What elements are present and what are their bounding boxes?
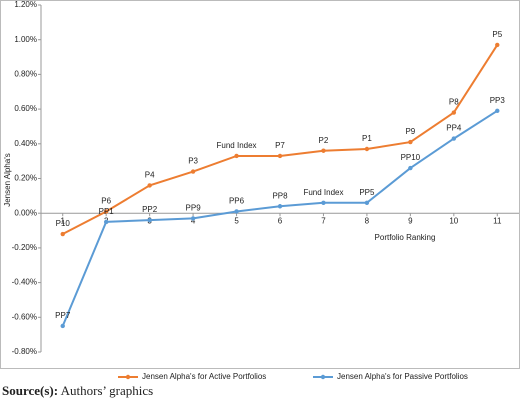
x-tick-label: 6 — [278, 216, 283, 225]
x-tick-label: 10 — [449, 216, 458, 225]
point-label: Fund Index — [303, 188, 343, 197]
point-label: P10 — [56, 219, 71, 228]
point-label: PP9 — [186, 204, 202, 213]
marker — [321, 200, 326, 205]
marker — [103, 219, 109, 225]
marker — [147, 183, 152, 188]
point-label: PP10 — [401, 153, 421, 162]
marker — [451, 110, 457, 115]
x-tick-label: 9 — [408, 216, 413, 225]
point-label: PP5 — [359, 188, 375, 197]
marker — [495, 42, 500, 48]
y-tick-label: 0.40% — [14, 139, 37, 148]
marker — [364, 200, 370, 205]
marker — [234, 153, 239, 159]
marker — [321, 148, 326, 153]
marker — [408, 165, 413, 171]
marker — [277, 204, 283, 209]
point-label: P5 — [492, 30, 502, 39]
marker — [408, 139, 413, 145]
x-axis-label: Portfolio Ranking — [375, 233, 436, 242]
point-label: P1 — [362, 134, 372, 143]
marker — [60, 323, 65, 329]
point-label: PP2 — [142, 205, 158, 214]
marker — [495, 108, 500, 114]
legend-label: Jensen Alpha's for Passive Portfolios — [337, 372, 468, 381]
y-tick-label: -0.20% — [12, 243, 37, 252]
marker — [364, 146, 370, 152]
marker — [60, 231, 65, 237]
legend-marker — [320, 374, 326, 380]
y-tick-label: 0.00% — [14, 208, 37, 217]
y-tick-label: 0.60% — [14, 104, 37, 113]
source-label: Source(s): — [2, 383, 58, 398]
point-label: PP4 — [446, 124, 462, 133]
point-label: P7 — [275, 141, 285, 150]
marker — [190, 169, 196, 174]
source-text: Authors’ graphics — [58, 383, 153, 398]
x-tick-label: 5 — [234, 216, 239, 225]
x-tick-label: 4 — [191, 216, 196, 225]
point-label: Fund Index — [217, 141, 257, 150]
y-tick-label: -0.80% — [12, 347, 37, 356]
marker — [234, 209, 239, 214]
x-tick-label: 1 — [61, 216, 66, 225]
y-tick-label: 0.80% — [14, 70, 37, 79]
point-label: P3 — [188, 157, 198, 166]
y-axis-label: Jensen Alpha's — [3, 153, 12, 207]
source: Source(s): Authors’ graphics — [2, 383, 153, 398]
point-label: PP6 — [229, 197, 245, 206]
legend-label: Jensen Alpha's for Active Portfolios — [142, 372, 266, 381]
y-tick-label: 1.00% — [14, 35, 37, 44]
point-label: PP7 — [55, 311, 71, 320]
point-label: P2 — [319, 136, 329, 145]
x-tick-label: 11 — [493, 216, 502, 225]
point-label: PP1 — [99, 207, 115, 216]
point-label: PP3 — [490, 96, 506, 105]
marker — [103, 209, 109, 214]
point-label: P9 — [405, 127, 415, 136]
marker — [451, 136, 457, 141]
chart-frame — [0, 0, 520, 369]
marker — [147, 217, 152, 223]
y-tick-label: 1.20% — [14, 0, 37, 9]
x-tick-label: 7 — [321, 216, 326, 225]
y-tick-label: -0.40% — [12, 278, 37, 287]
x-tick-label: 8 — [365, 216, 370, 225]
point-label: PP8 — [272, 191, 288, 200]
point-label: P6 — [101, 197, 111, 206]
marker — [190, 216, 196, 221]
y-tick-label: -0.60% — [12, 312, 37, 321]
marker — [277, 153, 283, 159]
legend-marker — [125, 374, 131, 380]
point-label: P8 — [449, 98, 459, 107]
point-label: P4 — [145, 171, 155, 180]
y-tick-label: 0.20% — [14, 174, 37, 183]
